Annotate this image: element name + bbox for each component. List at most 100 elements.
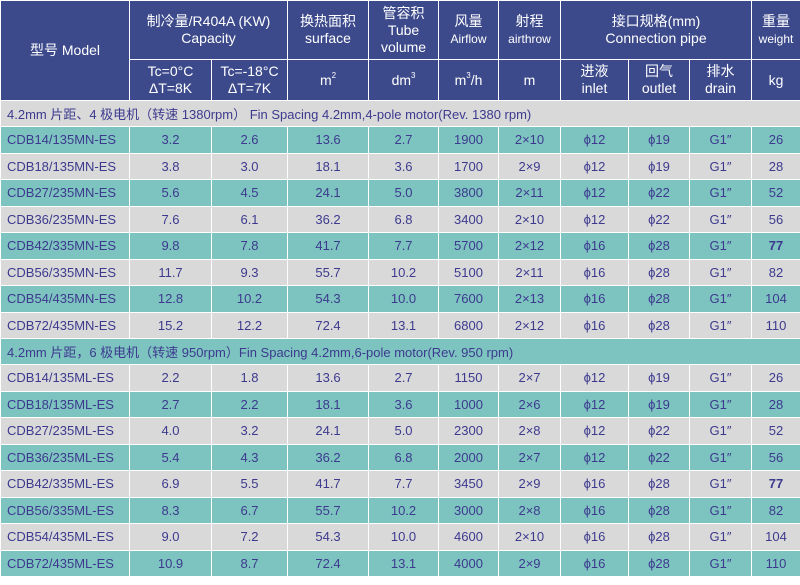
section-header-row: 4.2mm 片距、4 极电机（转速 1380rpm） Fin Spacing 4… (0, 100, 800, 127)
weight-header: 重量 weight (751, 0, 800, 60)
cell-airflow: 5700 (438, 232, 500, 260)
cell-weight: 56 (751, 443, 800, 471)
surface-unit: m2 (287, 59, 370, 101)
cell-drain: G1″ (689, 258, 753, 286)
capacity-header-en: Capacity (181, 30, 236, 46)
cell-airflow: 3400 (438, 205, 500, 233)
cell-cap2: 6.1 (210, 205, 289, 233)
cell-surface: 55.7 (287, 496, 370, 524)
table-row: CDB14/135ML-ES 2.2 1.8 13.6 2.7 1150 2×7 ϕ12 ϕ19… (0, 364, 800, 392)
airthrow-unit-label: m (523, 71, 536, 88)
cell-model: CDB27/235MN-ES (0, 179, 130, 207)
cell-model: CDB72/435MN-ES (0, 311, 130, 339)
header-row-2: Tc=0°C ΔT=8K Tc=-18°C ΔT=7K m2 dm3 m3/h m … (1, 59, 800, 101)
model-header-label: 型号 Model (29, 42, 101, 58)
tube-unit: dm3 (368, 59, 440, 101)
tube-header-cn: 管容积 (382, 4, 425, 21)
drain-header: 排水 drain (689, 59, 753, 101)
spec-table-body: 4.2mm 片距、4 极电机（转速 1380rpm） Fin Spacing 4… (0, 100, 800, 577)
airflow-unit-b: /h (470, 71, 483, 88)
cell-outlet: ϕ28 (628, 549, 691, 577)
table-row: CDB56/335MN-ES 11.7 9.3 55.7 10.2 5100 2×11 ϕ16… (0, 258, 800, 286)
cell-airthrow: 2×7 (498, 443, 562, 471)
airthrow-header: 射程 airthrow (498, 0, 562, 60)
cell-weight: 77 (751, 232, 800, 260)
table-row: CDB14/135MN-ES 3.2 2.6 13.6 2.7 1900 2×10 ϕ12 ϕ1… (0, 126, 800, 154)
table-row: CDB18/135ML-ES 2.7 2.2 18.1 3.6 1000 2×6 ϕ12 ϕ19… (0, 390, 800, 418)
cell-drain: G1″ (689, 470, 753, 498)
cell-airthrow: 2×11 (498, 258, 562, 286)
cell-weight: 26 (751, 126, 800, 154)
airthrow-header-en: airthrow (508, 31, 551, 46)
cell-cap1: 5.6 (129, 179, 212, 207)
cell-model: CDB56/335ML-ES (0, 496, 130, 524)
capacity-sub2-header: Tc=-18°C ΔT=7K (210, 59, 289, 101)
airthrow-header-cn: 射程 (515, 12, 544, 29)
cap-sub1-line1: Tc=0°C (147, 63, 194, 79)
cell-airthrow: 2×12 (498, 311, 562, 339)
cell-cap2: 8.7 (210, 549, 289, 577)
cell-outlet: ϕ28 (628, 311, 691, 339)
cell-inlet: ϕ16 (560, 523, 630, 551)
weight-unit-label: kg (768, 71, 784, 88)
inlet-en: inlet (581, 80, 608, 96)
cell-drain: G1″ (689, 496, 753, 524)
cell-weight: 28 (751, 390, 800, 418)
cell-cap2: 5.5 (210, 470, 289, 498)
cell-outlet: ϕ28 (628, 470, 691, 498)
cell-cap2: 1.8 (210, 364, 289, 392)
cell-outlet: ϕ19 (628, 152, 691, 180)
cell-drain: G1″ (689, 232, 753, 260)
cell-cap1: 4.0 (129, 417, 212, 445)
inlet-cn: 进液 (580, 63, 609, 79)
surface-unit-sup: 2 (331, 70, 337, 80)
cell-outlet: ϕ28 (628, 523, 691, 551)
cell-outlet: ϕ19 (628, 390, 691, 418)
surface-header: 换热面积 surface (287, 0, 370, 60)
cell-airflow: 6800 (438, 311, 500, 339)
drain-cn: 排水 (706, 63, 735, 79)
cell-airthrow: 2×10 (498, 523, 562, 551)
cell-weight: 77 (751, 470, 800, 498)
cell-surface: 55.7 (287, 258, 370, 286)
cell-surface: 54.3 (287, 285, 370, 313)
cell-airthrow: 2×9 (498, 470, 562, 498)
cell-cap2: 3.0 (210, 152, 289, 180)
cell-cap2: 2.2 (210, 390, 289, 418)
cell-cap2: 9.3 (210, 258, 289, 286)
cell-cap2: 7.2 (210, 523, 289, 551)
cell-airflow: 3000 (438, 496, 500, 524)
cell-airthrow: 2×8 (498, 417, 562, 445)
pipe-header-cn: 接口规格(mm) (611, 13, 701, 29)
cell-cap1: 6.9 (129, 470, 212, 498)
cell-outlet: ϕ22 (628, 417, 691, 445)
cell-tube: 10.2 (368, 258, 440, 286)
cell-airflow: 4000 (438, 549, 500, 577)
cell-drain: G1″ (689, 311, 753, 339)
cell-cap2: 4.3 (210, 443, 289, 471)
cell-drain: G1″ (689, 126, 753, 154)
cell-cap2: 12.2 (210, 311, 289, 339)
cell-airflow: 4600 (438, 523, 500, 551)
surface-header-en: surface (305, 30, 351, 46)
cell-tube: 7.7 (368, 232, 440, 260)
cell-airflow: 3450 (438, 470, 500, 498)
table-row: CDB42/335ML-ES 6.9 5.5 41.7 7.7 3450 2×9 ϕ16 ϕ28… (0, 470, 800, 498)
airthrow-unit: m (498, 59, 562, 101)
cell-cap2: 7.8 (210, 232, 289, 260)
cell-inlet: ϕ12 (560, 152, 630, 180)
cell-surface: 13.6 (287, 364, 370, 392)
table-row: CDB72/435MN-ES 15.2 12.2 72.4 13.1 6800 2×12 ϕ1… (0, 311, 800, 339)
cell-surface: 18.1 (287, 390, 370, 418)
cell-airthrow: 2×6 (498, 390, 562, 418)
cell-tube: 13.1 (368, 549, 440, 577)
capacity-header-cn: 制冷量/R404A (KW) (146, 13, 271, 29)
outlet-cn: 回气 (645, 63, 674, 79)
cell-tube: 3.6 (368, 152, 440, 180)
cell-airflow: 1150 (438, 364, 500, 392)
cell-drain: G1″ (689, 390, 753, 418)
cell-cap1: 2.2 (129, 364, 212, 392)
cell-drain: G1″ (689, 205, 753, 233)
cell-airflow: 2000 (438, 443, 500, 471)
cell-tube: 6.8 (368, 205, 440, 233)
